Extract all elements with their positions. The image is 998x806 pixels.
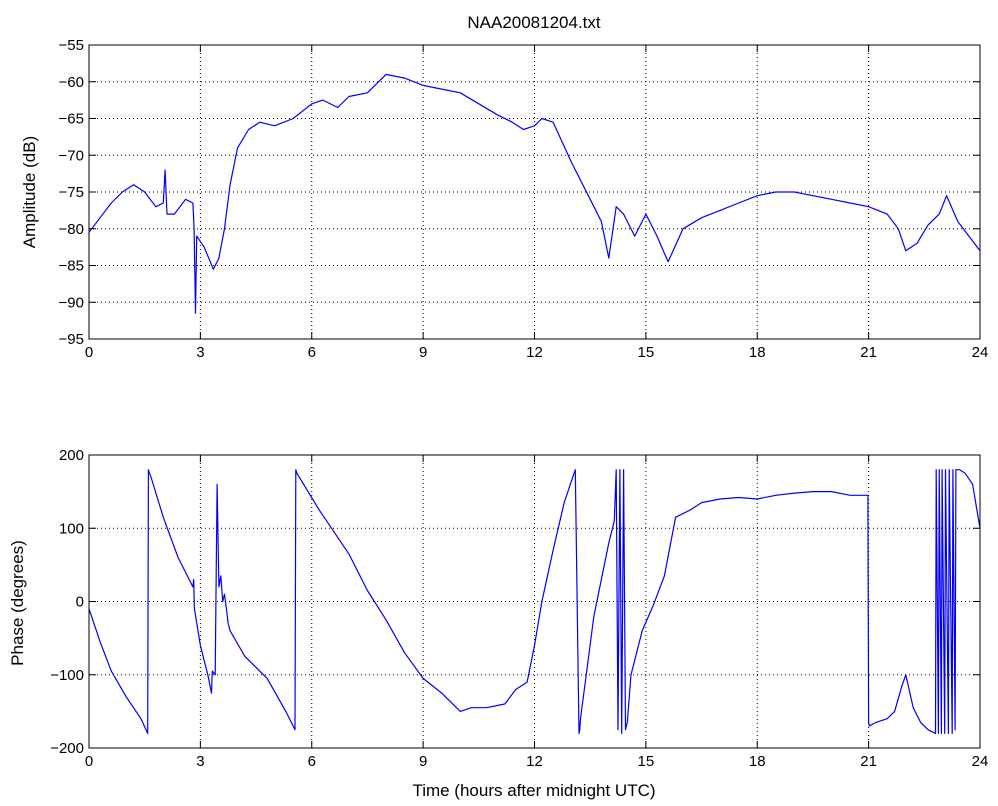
amplitude-x-tick-label: 18 [749,344,766,361]
amplitude-y-axis-label: Amplitude (dB) [20,136,39,248]
amplitude-x-tick-label: 24 [972,344,989,361]
amplitude-y-tick-label: −95 [59,331,84,348]
amplitude-plot: 0 3 6 9 12 15 18 21 24 −95 −90 −85 −80 −75 −70 −65 −60 −5… [59,37,989,361]
amplitude-x-tick-label: 3 [196,344,204,361]
phase-x-tick-label: 6 [308,753,316,770]
phase-x-tick-label: 3 [196,753,204,770]
phase-x-tick-label: 0 [85,753,93,770]
chart-title: NAA20081204.txt [467,13,601,32]
amplitude-x-tick-label: 6 [308,344,316,361]
amplitude-y-tick-label: −80 [59,221,84,238]
phase-x-tick-label: 15 [638,753,655,770]
phase-y-tick-label: 200 [59,447,84,464]
phase-y-axis-label: Phase (degrees) [8,540,27,666]
amplitude-y-tick-label: −85 [59,258,84,275]
amplitude-y-tick-label: −60 [59,74,84,91]
phase-x-tick-label: 18 [749,753,766,770]
phase-y-tick-label: 100 [59,520,84,537]
amplitude-y-tick-label: −70 [59,147,84,164]
amplitude-series-line [89,73,980,314]
phase-x-tick-label: 12 [526,753,543,770]
phase-series-line [89,469,980,734]
amplitude-x-tick-label: 0 [85,344,93,361]
amplitude-y-tick-label: −65 [59,111,84,128]
amplitude-x-tick-label: 9 [419,344,427,361]
amplitude-x-tick-label: 12 [526,344,543,361]
amplitude-y-tick-label: −75 [59,184,84,201]
phase-x-tick-label: 24 [972,753,989,770]
phase-y-tick-label: −200 [50,740,84,757]
amplitude-y-tick-label: −55 [59,37,84,54]
amplitude-x-tick-label: 15 [638,344,655,361]
phase-plot: 0 3 6 9 12 15 18 21 24 −200 −100 0 100 200 [50,447,988,770]
phase-x-tick-label: 21 [860,753,877,770]
phase-x-tick-label: 9 [419,753,427,770]
phase-y-tick-label: −100 [50,667,84,684]
amplitude-y-tick-label: −90 [59,294,84,311]
time-x-axis-label: Time (hours after midnight UTC) [412,781,655,800]
phase-y-tick-label: 0 [76,594,84,611]
amplitude-x-tick-label: 21 [860,344,877,361]
